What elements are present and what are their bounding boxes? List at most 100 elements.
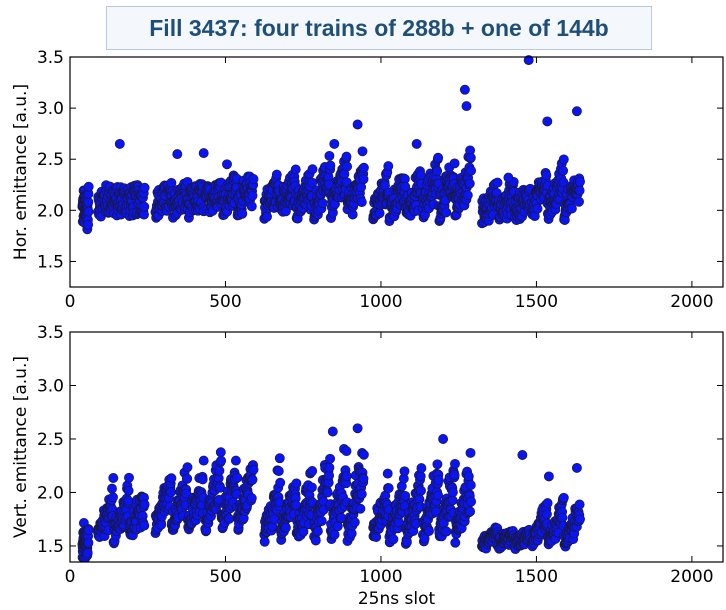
data-point — [356, 489, 367, 500]
y-tick-label: 2.0 — [37, 483, 64, 503]
data-point — [197, 474, 208, 485]
data-point — [465, 506, 476, 517]
data-point — [352, 119, 363, 130]
data-point — [82, 548, 93, 559]
x-tick-label: 500 — [209, 292, 241, 312]
data-point — [216, 455, 227, 466]
data-point — [349, 517, 360, 528]
data-point — [291, 478, 302, 489]
data-point — [341, 151, 352, 162]
data-point — [541, 509, 552, 520]
data-point — [433, 475, 444, 486]
data-point — [432, 459, 443, 470]
data-point — [139, 520, 150, 531]
data-point — [358, 449, 369, 460]
data-point — [230, 455, 241, 466]
data-point — [416, 485, 426, 496]
data-point — [492, 177, 503, 188]
data-point — [571, 106, 582, 117]
data-point — [123, 495, 134, 506]
data-point — [575, 514, 585, 525]
data-point — [182, 473, 193, 484]
y-axis-label: Hor. emittance [a.u.] — [11, 84, 31, 260]
data-point — [166, 177, 177, 188]
data-point — [438, 434, 449, 444]
data-point — [358, 174, 369, 185]
data-point — [542, 498, 553, 509]
data-point — [517, 450, 528, 460]
data-point — [275, 477, 286, 488]
data-point — [325, 453, 336, 464]
data-point — [232, 472, 243, 483]
y-tick-label: 3.5 — [37, 48, 64, 68]
chart-title: Fill 3437: four trains of 288b + one of … — [149, 14, 609, 41]
data-point — [357, 146, 368, 157]
x-tick-label: 2000 — [670, 567, 713, 587]
data-point — [543, 471, 554, 482]
data-point — [465, 480, 476, 491]
plot-frame — [69, 331, 724, 563]
data-point — [358, 473, 369, 484]
data-point — [432, 166, 443, 177]
x-tick-label: 1000 — [359, 567, 402, 587]
data-point — [107, 483, 117, 494]
data-point — [290, 164, 301, 175]
data-point — [503, 172, 514, 183]
plot-panel-1: 0 500 1000 1500 2000 1.5 2.0 2.5 3.0 3.5 Hor. emit… — [11, 48, 724, 312]
data-point — [401, 537, 412, 548]
data-point — [558, 154, 569, 165]
data-point — [83, 181, 94, 192]
data-point — [322, 487, 333, 498]
data-point — [400, 490, 411, 501]
data-point — [574, 185, 585, 196]
data-point — [83, 537, 94, 548]
data-point — [342, 161, 353, 172]
y-tick-label: 3.5 — [37, 323, 64, 343]
data-point — [465, 152, 476, 163]
title-box: Fill 3437: four trains of 288b + one of … — [106, 6, 652, 50]
data-point — [574, 196, 584, 207]
data-point — [388, 534, 399, 545]
data-point — [259, 536, 270, 547]
data-point — [352, 423, 363, 434]
data-point — [441, 526, 452, 537]
data-point — [224, 513, 235, 524]
data-point — [108, 492, 118, 503]
data-point — [523, 55, 534, 66]
data-point — [222, 159, 232, 170]
data-point — [139, 182, 150, 193]
data-point — [166, 487, 176, 498]
data-point — [336, 512, 347, 523]
data-point — [411, 138, 422, 149]
data-point — [433, 490, 444, 501]
data-point — [419, 533, 430, 544]
data-point — [449, 470, 460, 480]
data-point — [310, 535, 321, 546]
data-point — [450, 458, 460, 469]
data-point — [329, 138, 340, 149]
data-point — [114, 138, 125, 149]
x-axis-label: 25ns slot — [358, 589, 436, 609]
data-point — [399, 466, 410, 477]
data-point — [447, 487, 458, 498]
y-axis-label: Vert. emittance [a.u.] — [11, 356, 31, 538]
data-point — [198, 455, 209, 466]
data-point — [83, 206, 94, 217]
data-point — [274, 453, 285, 464]
data-point — [280, 522, 291, 533]
data-point — [108, 473, 119, 483]
data-points — [77, 423, 585, 562]
data-point — [541, 170, 552, 181]
data-point — [271, 169, 282, 180]
x-tick-label: 0 — [65, 567, 76, 587]
y-tick-label: 3.0 — [37, 99, 64, 119]
data-point — [341, 446, 352, 457]
data-point — [461, 101, 472, 112]
data-point — [558, 165, 569, 176]
data-point — [327, 426, 338, 437]
data-points — [77, 55, 585, 235]
data-point — [433, 152, 444, 163]
y-tick-label: 1.5 — [37, 252, 64, 272]
data-point — [139, 499, 150, 510]
data-point — [139, 201, 150, 212]
